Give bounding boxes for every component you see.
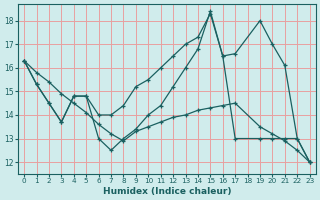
X-axis label: Humidex (Indice chaleur): Humidex (Indice chaleur) bbox=[103, 187, 231, 196]
